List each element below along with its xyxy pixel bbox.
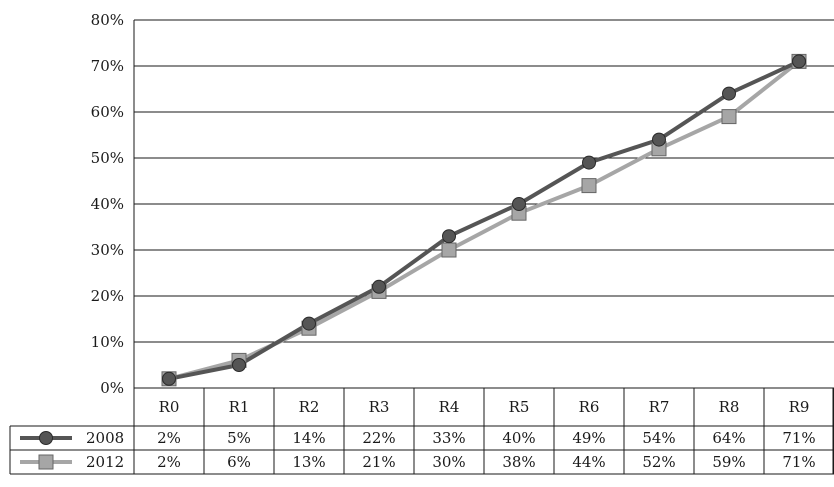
table-cell-value: 33% — [432, 429, 465, 447]
y-tick-label: 70% — [91, 57, 124, 75]
x-category-label: R3 — [369, 398, 390, 416]
legend-marker-2008 — [39, 431, 53, 445]
x-category-label: R1 — [229, 398, 250, 416]
table-cell-value: 22% — [362, 429, 395, 447]
table-cell-value: 54% — [642, 429, 675, 447]
table-cell-value: 38% — [502, 453, 535, 471]
series-line-2008 — [168, 59, 800, 381]
table-cell-value: 2% — [157, 429, 181, 447]
table-cell-value: 52% — [642, 453, 675, 471]
table-cell-value: 44% — [572, 453, 605, 471]
x-category-label: R9 — [789, 398, 810, 416]
data-point-2008-R0 — [162, 371, 176, 386]
table-cell-value: 64% — [712, 429, 745, 447]
data-point-2008-R3 — [372, 279, 386, 294]
y-tick-label: 40% — [91, 195, 124, 213]
y-tick-label: 0% — [100, 379, 124, 397]
data-point-2008-R1 — [232, 358, 246, 372]
data-point-2008-R5 — [512, 197, 526, 211]
table-cell-value: 5% — [227, 429, 251, 447]
x-category-label: R6 — [579, 398, 600, 416]
table-cell-value: 49% — [572, 429, 605, 447]
table-cell-value: 71% — [782, 453, 815, 471]
table-cell-value: 21% — [362, 453, 395, 471]
table-cell-value: 71% — [782, 429, 815, 447]
table-cell-value: 14% — [292, 429, 325, 447]
data-point-2008-R7 — [652, 132, 666, 147]
x-category-label: R7 — [649, 398, 670, 416]
x-category-label: R5 — [509, 398, 530, 416]
legend-label: 2008 — [86, 429, 124, 447]
legend-marker-2012 — [38, 454, 54, 470]
y-tick-label: 50% — [91, 149, 124, 167]
y-tick-label: 10% — [91, 333, 124, 351]
table-cell-value: 40% — [502, 429, 535, 447]
y-tick-label: 60% — [91, 103, 124, 121]
y-tick-label: 30% — [91, 241, 124, 259]
data-point-2008-R8 — [722, 86, 736, 101]
table-cell-value: 2% — [157, 453, 181, 471]
y-tick-label: 20% — [91, 287, 124, 305]
x-category-label: R4 — [439, 398, 460, 416]
data-point-2012-R4 — [441, 242, 457, 258]
data-point-2008-R4 — [442, 229, 456, 244]
legend-label: 2012 — [86, 453, 124, 471]
table-cell-value: 6% — [227, 453, 251, 471]
x-category-label: R2 — [299, 398, 320, 416]
table-cell-value: 59% — [712, 453, 745, 471]
data-point-2008-R6 — [582, 155, 596, 170]
table-cell-value: 13% — [292, 453, 325, 471]
data-point-2008-R9 — [792, 54, 806, 69]
data-point-2012-R8 — [721, 109, 737, 125]
y-tick-label: 80% — [91, 11, 124, 29]
table-cell-value: 30% — [432, 453, 465, 471]
data-point-2012-R6 — [581, 178, 597, 194]
x-category-label: R8 — [719, 398, 740, 416]
x-category-label: R0 — [159, 398, 180, 416]
data-point-2008-R2 — [302, 316, 316, 331]
